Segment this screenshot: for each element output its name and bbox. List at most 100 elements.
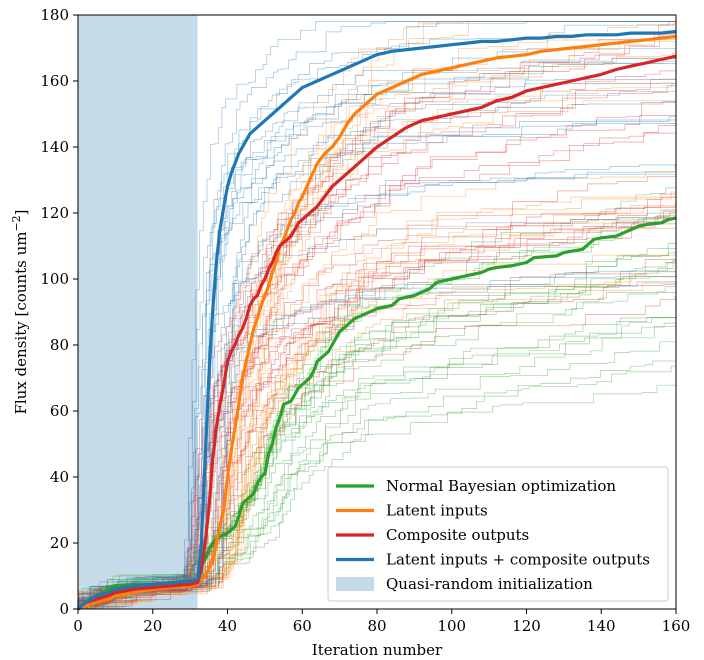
replicate-run-line: [77, 316, 676, 609]
x-tick-label: 160: [662, 617, 691, 635]
replicate-run-line: [77, 259, 676, 609]
replicate-run-line: [84, 360, 676, 609]
legend-label: Latent inputs + composite outputs: [386, 551, 650, 569]
y-tick-label: 180: [40, 6, 69, 24]
legend: Normal Bayesian optimization Latent input…: [327, 466, 669, 602]
replicate-run-line: [91, 205, 677, 609]
replicate-run-line: [77, 21, 676, 609]
replicate-run-line: [93, 237, 677, 609]
replicate-run-line: [95, 173, 676, 609]
replicate-run-line: [77, 21, 676, 609]
replicate-run-line: [80, 40, 676, 609]
replicate-run-line: [94, 210, 677, 609]
y-axis-label-tail: ]: [12, 209, 30, 215]
legend-label: Composite outputs: [386, 526, 529, 544]
replicate-runs: [77, 21, 677, 610]
legend-label: Quasi-random initialization: [386, 575, 593, 593]
replicate-run-line: [78, 132, 676, 610]
replicate-run-line: [77, 317, 676, 609]
y-tick-label: 120: [40, 204, 69, 222]
replicate-run-line: [82, 187, 676, 610]
replicate-run-line: [88, 82, 676, 609]
replicate-run-line: [77, 196, 676, 609]
y-tick-label: 0: [59, 600, 69, 618]
replicate-run-line: [77, 281, 676, 609]
y-tick-label: 160: [40, 72, 69, 90]
x-tick-label: 100: [437, 617, 466, 635]
replicate-run-line: [93, 307, 677, 610]
y-tick-label: 20: [50, 534, 69, 552]
replicate-run-line: [90, 206, 676, 610]
replicate-run-line: [79, 21, 676, 610]
replicate-run-line: [77, 243, 676, 609]
replicate-run-line: [77, 125, 676, 609]
replicate-run-line: [94, 21, 676, 609]
replicate-run-line: [78, 163, 676, 610]
replicate-run-line: [77, 217, 676, 609]
x-tick-label: 140: [587, 617, 616, 635]
y-tick-label: 100: [40, 270, 69, 288]
y-axis: 0 20 40 60 80 100 120 140 160 180: [40, 6, 78, 618]
initialization-region: [78, 15, 198, 609]
replicate-run-line: [77, 35, 676, 609]
replicate-run-line: [92, 47, 677, 609]
legend-box: [327, 466, 669, 602]
replicate-run-line: [86, 269, 677, 610]
x-tick-label: 40: [218, 617, 237, 635]
replicate-run-line: [94, 60, 676, 610]
x-axis: 0 20 40 60 80 100 120 140 160: [73, 609, 690, 635]
x-tick-label: 120: [512, 617, 541, 635]
legend-label: Latent inputs: [386, 502, 488, 520]
replicate-run-line: [92, 293, 677, 610]
series-line-4: [76, 29, 677, 611]
series-line-2: [77, 34, 677, 611]
x-tick-label: 80: [367, 617, 386, 635]
y-axis-label-main: Flux density [counts um: [12, 232, 30, 415]
series-line-1: [76, 216, 677, 611]
replicate-run-line: [84, 254, 676, 610]
replicate-run-line: [77, 193, 676, 609]
replicate-run-line: [96, 90, 676, 610]
replicate-run-line: [77, 292, 676, 609]
replicate-run-line: [78, 322, 676, 610]
y-tick-label: 80: [50, 336, 69, 354]
x-tick-label: 60: [293, 617, 312, 635]
replicate-run-line: [95, 212, 677, 610]
y-axis-label-exponent: −2: [10, 215, 23, 231]
replicate-run-line: [77, 123, 676, 609]
y-tick-label: 140: [40, 138, 69, 156]
replicate-run-line: [77, 21, 676, 609]
replicate-run-line: [77, 21, 676, 609]
replicate-run-line: [90, 221, 677, 610]
series-lines: [76, 29, 677, 611]
replicate-run-line: [78, 21, 676, 610]
replicate-run-line: [77, 78, 676, 609]
series-line-3: [76, 54, 677, 611]
x-axis-label: Iteration number: [312, 641, 443, 659]
replicate-run-line: [88, 118, 677, 610]
replicate-run-line: [91, 341, 676, 610]
replicate-run-line: [77, 275, 676, 609]
replicate-run-line: [88, 282, 676, 609]
replicate-run-line: [80, 63, 676, 610]
y-tick-label: 40: [50, 468, 69, 486]
y-tick-label: 60: [50, 402, 69, 420]
replicate-run-line: [85, 326, 676, 609]
x-tick-label: 0: [73, 617, 83, 635]
y-axis-label: Flux density [counts um−2]: [10, 209, 30, 414]
replicate-run-line: [87, 191, 677, 609]
legend-swatch: [336, 577, 374, 591]
replicate-run-line: [77, 53, 676, 609]
replicate-run-line: [80, 210, 676, 609]
replicate-run-line: [77, 215, 676, 610]
replicate-run-line: [77, 175, 676, 609]
replicate-run-line: [88, 381, 677, 610]
x-tick-label: 20: [143, 617, 162, 635]
replicate-run-line: [91, 202, 676, 609]
replicate-run-line: [86, 115, 676, 610]
replicate-run-line: [77, 116, 676, 609]
legend-label: Normal Bayesian optimization: [386, 477, 616, 495]
replicate-run-line: [78, 217, 676, 610]
replicate-run-line: [77, 259, 676, 609]
